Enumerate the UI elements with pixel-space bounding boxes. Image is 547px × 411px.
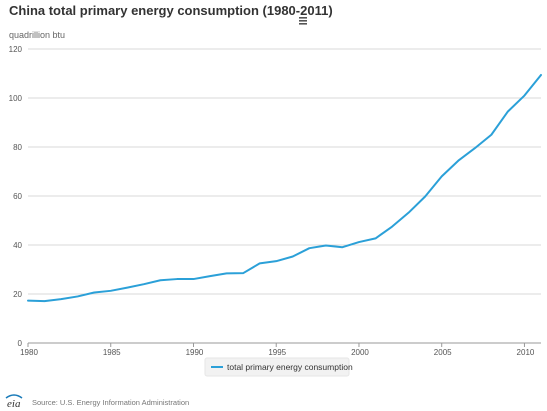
y-tick-label: 20	[13, 290, 22, 299]
data-point[interactable]	[290, 254, 296, 260]
data-point[interactable]	[190, 276, 196, 282]
data-point[interactable]	[538, 72, 544, 78]
data-point[interactable]	[373, 235, 379, 241]
x-tick-label: 1980	[20, 348, 38, 357]
data-point[interactable]	[224, 270, 230, 276]
series-line-total-primary-energy[interactable]	[27, 73, 542, 303]
data-point[interactable]	[472, 145, 478, 151]
data-point[interactable]	[124, 285, 130, 291]
data-point[interactable]	[306, 245, 312, 251]
data-point[interactable]	[422, 193, 428, 199]
data-point[interactable]	[240, 270, 246, 276]
data-point[interactable]	[439, 173, 445, 179]
gridlines	[28, 48, 541, 295]
x-tick-label: 2010	[517, 348, 535, 357]
y-tick-label: 80	[13, 143, 22, 152]
x-tick-label: 1990	[186, 348, 204, 357]
hamburger-menu-icon	[299, 17, 307, 25]
y-tick-label: 60	[13, 192, 22, 201]
y-tick-label: 0	[18, 339, 23, 348]
x-axis-ticks: 1980 1985 1990 1995 2000 2005 2010	[20, 342, 541, 357]
chart-title: China total primary energy consumption (…	[9, 3, 333, 18]
x-tick-label: 1995	[268, 348, 286, 357]
data-point[interactable]	[174, 276, 180, 282]
data-point[interactable]	[207, 273, 213, 279]
data-point[interactable]	[157, 277, 163, 283]
series-layer	[25, 72, 544, 304]
x-tick-label: 1985	[103, 348, 121, 357]
data-point[interactable]	[521, 93, 527, 99]
chart-menu-button[interactable]	[299, 17, 307, 25]
data-point[interactable]	[505, 108, 511, 114]
x-tick-label: 2000	[351, 348, 369, 357]
source-note: Source: U.S. Energy Information Administ…	[32, 398, 189, 407]
data-point[interactable]	[91, 290, 97, 296]
data-point[interactable]	[356, 239, 362, 245]
data-point[interactable]	[108, 288, 114, 294]
data-point[interactable]	[389, 224, 395, 230]
y-tick-label: 100	[9, 94, 23, 103]
y-axis-ticks: 0 20 40 60 80 100 120	[9, 45, 23, 348]
data-point[interactable]	[406, 210, 412, 216]
legend-label: total primary energy consumption	[227, 362, 353, 372]
data-point[interactable]	[323, 242, 329, 248]
data-point[interactable]	[58, 296, 64, 302]
y-axis-unit-label: quadrillion btu	[9, 30, 65, 40]
data-point[interactable]	[339, 244, 345, 250]
eia-logo-icon: eia	[5, 394, 23, 410]
data-point[interactable]	[141, 281, 147, 287]
data-point[interactable]	[42, 298, 48, 304]
eia-logo-text: eia	[7, 398, 21, 410]
legend-background	[204, 357, 350, 377]
data-point[interactable]	[273, 258, 279, 264]
y-tick-label: 40	[13, 241, 22, 250]
data-point[interactable]	[488, 132, 494, 138]
data-point[interactable]	[257, 260, 263, 266]
x-tick-label: 2005	[434, 348, 452, 357]
y-tick-label: 120	[9, 45, 23, 54]
legend-item[interactable]: total primary energy consumption	[204, 357, 353, 377]
data-point[interactable]	[75, 293, 81, 299]
data-point[interactable]	[25, 298, 31, 304]
data-point[interactable]	[455, 158, 461, 164]
